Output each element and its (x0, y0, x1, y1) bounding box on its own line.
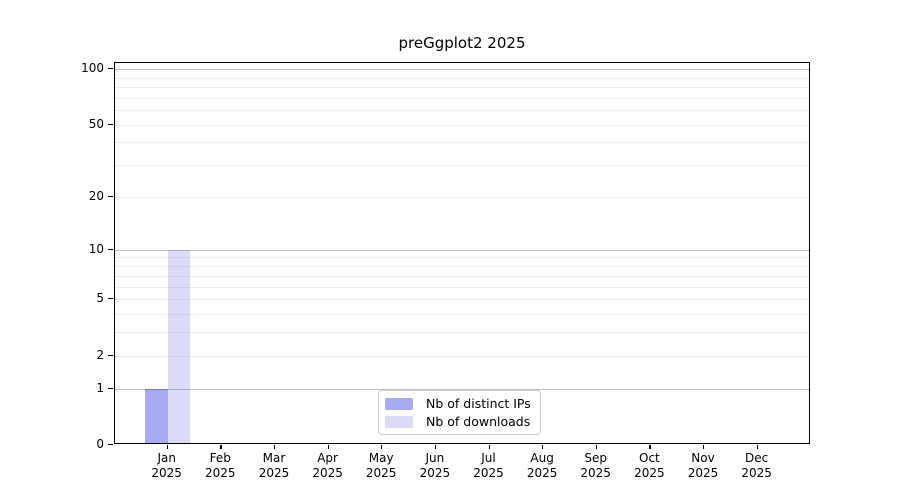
legend-item-nb-of-downloads: Nb of downloads (385, 414, 531, 429)
y-tick-label-2: 2 (96, 347, 104, 362)
legend: Nb of distinct IPs Nb of downloads (378, 390, 541, 435)
major-gridline-10 (115, 249, 809, 251)
x-tick-label-mar: Mar 2025 (244, 451, 304, 481)
y-tick-mark-50 (108, 123, 113, 125)
minor-gridline-60 (115, 110, 809, 112)
x-tick-mark-jan (166, 445, 168, 449)
y-tick-mark-100 (108, 68, 113, 70)
x-tick-year: 2025 (741, 466, 772, 480)
x-tick-year: 2025 (526, 466, 558, 480)
minor-gridline-3 (115, 332, 809, 334)
x-tick-month: Jun (425, 451, 445, 465)
y-tick-label-5: 5 (96, 291, 104, 305)
x-tick-label-aug: Aug 2025 (512, 451, 572, 481)
x-tick-mark-jun (434, 445, 437, 449)
x-tick-label-oct: Oct 2025 (619, 451, 679, 481)
y-tick-label-100: 100 (81, 61, 104, 75)
legend-swatch-nb-of-distinct-ips (385, 397, 413, 410)
legend-swatch-nb-of-downloads (385, 415, 413, 428)
x-tick-label-apr: Apr 2025 (298, 451, 358, 481)
x-tick-month: Dec (744, 451, 769, 465)
y-tick-label-1: 1 (96, 380, 104, 395)
y-tick-label-20: 20 (88, 189, 104, 203)
x-tick-month: Nov (691, 451, 715, 465)
x-tick-label-jan: Jan 2025 (137, 451, 197, 481)
minor-gridline-2 (115, 355, 809, 357)
legend-label-nb-of-downloads: Nb of downloads (426, 414, 531, 429)
x-tick-month: Mar (262, 451, 286, 465)
y-tick-mark-20 (108, 196, 113, 198)
x-tick-mark-sep (595, 445, 597, 449)
y-tick-label-50: 50 (88, 116, 104, 131)
minor-gridline-8 (115, 266, 809, 267)
x-tick-month: Feb (209, 451, 231, 465)
x-tick-mark-aug (542, 445, 544, 449)
x-tick-mark-dec (756, 445, 758, 449)
legend-label-nb-of-distinct-ips: Nb of distinct IPs (426, 396, 531, 411)
x-tick-year: 2025 (634, 466, 665, 480)
y-tick-label-10: 10 (88, 241, 104, 256)
x-tick-month: Jan (157, 451, 176, 465)
minor-gridline-50 (115, 124, 809, 126)
x-tick-year: 2025 (365, 466, 397, 480)
x-tick-mark-mar (274, 445, 276, 449)
y-tick-mark-0 (108, 444, 113, 446)
major-gridline-100 (115, 69, 809, 70)
y-tick-mark-10 (108, 248, 113, 250)
x-tick-label-nov: Nov 2025 (673, 451, 733, 481)
x-tick-mark-oct (649, 445, 651, 449)
minor-gridline-90 (115, 77, 809, 79)
plot-area (114, 62, 810, 444)
y-tick-label-0: 0 (96, 437, 104, 451)
y-tick-mark-2 (108, 354, 113, 356)
x-tick-label-jun: Jun 2025 (405, 451, 465, 481)
x-tick-month: Oct (639, 451, 660, 465)
x-tick-mark-apr (327, 445, 329, 449)
y-tick-mark-5 (108, 298, 113, 300)
x-tick-year: 2025 (205, 466, 236, 480)
minor-gridline-5 (115, 299, 809, 300)
x-tick-year: 2025 (312, 466, 343, 480)
minor-gridline-30 (115, 165, 809, 167)
minor-gridline-6 (115, 286, 809, 288)
x-tick-label-dec: Dec 2025 (727, 451, 787, 481)
minor-gridline-40 (115, 142, 809, 144)
x-tick-year: 2025 (473, 466, 504, 480)
minor-gridline-4 (115, 313, 809, 315)
x-tick-month: Aug (530, 451, 554, 465)
x-tick-label-feb: Feb 2025 (190, 451, 250, 481)
x-tick-year: 2025 (258, 466, 290, 480)
minor-gridline-7 (115, 275, 809, 277)
major-gridline-1 (115, 388, 809, 390)
chart-title: preGgplot2 2025 (398, 34, 526, 52)
x-tick-month: Apr (317, 451, 338, 465)
x-tick-year: 2025 (151, 466, 182, 480)
y-tick-mark-1 (108, 387, 113, 389)
minor-gridline-9 (115, 257, 809, 259)
x-tick-year: 2025 (687, 466, 719, 480)
x-tick-mark-feb (220, 445, 222, 449)
x-tick-month: Jul (481, 451, 496, 465)
x-tick-label-sep: Sep 2025 (566, 451, 626, 481)
legend-item-nb-of-distinct-ips: Nb of distinct IPs (385, 396, 531, 411)
bar-nb-of-downloads-jan (167, 249, 190, 443)
x-tick-mark-may (381, 445, 383, 449)
x-tick-mark-jul (488, 445, 490, 449)
x-tick-month: Sep (584, 451, 607, 465)
x-tick-mark-nov (703, 445, 705, 449)
minor-gridline-70 (115, 97, 809, 99)
x-tick-year: 2025 (419, 466, 451, 480)
bar-nb-of-distinct-ips-jan (144, 388, 168, 443)
minor-gridline-80 (115, 87, 809, 88)
x-tick-label-jul: Jul 2025 (459, 451, 519, 481)
x-tick-year: 2025 (580, 466, 611, 480)
x-tick-month: May (368, 451, 394, 465)
x-tick-label-may: May 2025 (351, 451, 411, 481)
minor-gridline-20 (115, 197, 809, 198)
